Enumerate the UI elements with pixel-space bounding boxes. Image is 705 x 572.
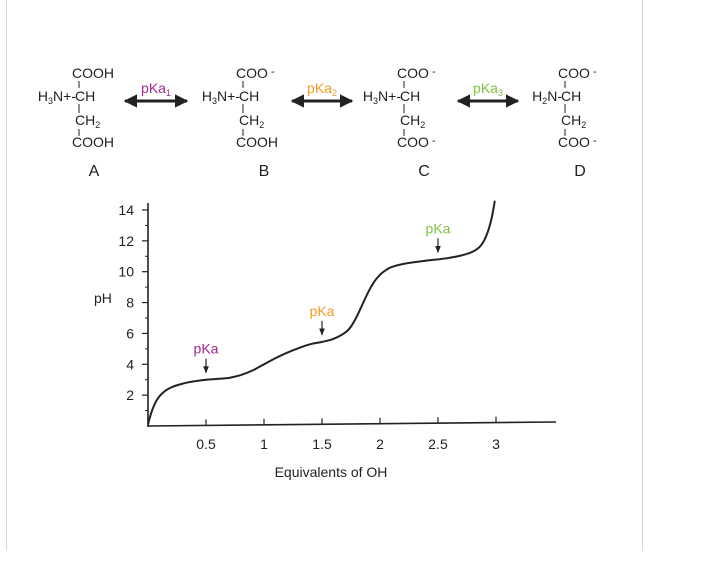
- species-c: COO - H3N+- CH CH2 COO - C: [363, 65, 436, 180]
- chart-curve: [147, 200, 496, 425]
- y-axis-label: pH: [94, 290, 112, 306]
- x-tick-label: 0.5: [196, 436, 216, 452]
- x-tick-label: 2: [376, 436, 384, 452]
- pka-label: pKa3: [473, 80, 503, 98]
- y-tick-label: 4: [126, 356, 134, 372]
- species-letter: C: [418, 163, 430, 180]
- alpha-carbon-label: CH: [239, 88, 259, 104]
- x-tick-label: 2.5: [428, 436, 448, 452]
- amino-group-label: H3N+-: [38, 88, 76, 106]
- chart-annotations: pKa pKa pKa: [194, 220, 451, 374]
- frame-right-line: [642, 0, 643, 551]
- top-group-label: COO -: [397, 65, 436, 81]
- y-tick-label: 14: [118, 202, 134, 218]
- frame-left-line: [6, 0, 7, 551]
- side-chain-label: CH2: [239, 112, 264, 130]
- equilibrium-1: pKa1: [123, 80, 189, 108]
- equilibria-row: pKa1 pKa2 pKa3: [123, 80, 520, 108]
- equilibrium-3: pKa3: [456, 80, 520, 108]
- bottom-group-label: COOH: [236, 134, 278, 150]
- y-tick-label: 8: [126, 295, 134, 311]
- bottom-group-label: COO -: [558, 134, 597, 150]
- side-chain-label: CH2: [75, 112, 100, 130]
- y-tick-label: 12: [118, 233, 134, 249]
- titration-curve: [147, 200, 496, 425]
- pka-label: pKa1: [141, 80, 171, 98]
- pka-annotation-2: pKa: [310, 303, 335, 336]
- species-d: COO - H2N- CH CH2 COO - D: [532, 65, 597, 180]
- species-a: COOH H3N+- CH CH2 COOH A: [38, 65, 114, 180]
- equilibrium-2: pKa2: [290, 80, 354, 108]
- alpha-carbon-label: CH: [561, 88, 581, 104]
- y-tick-label: 2: [126, 387, 134, 403]
- species-letter: B: [259, 163, 270, 180]
- bottom-group-label: COOH: [72, 134, 114, 150]
- side-chain-label: CH2: [561, 112, 586, 130]
- amino-group-label: H3N+-: [202, 88, 240, 106]
- alpha-carbon-label: CH: [75, 88, 95, 104]
- species-letter: D: [574, 163, 586, 180]
- chart-axes: [147, 203, 557, 427]
- pka-annotation-label: pKa: [426, 220, 451, 236]
- y-tick-label: 10: [118, 264, 134, 280]
- x-axis-line: [147, 421, 557, 427]
- y-tick-label: 6: [126, 325, 134, 341]
- pka-annotation-3: pKa: [426, 220, 451, 254]
- bottom-group-label: COO -: [397, 134, 436, 150]
- top-group-label: COO -: [236, 65, 275, 81]
- x-tick-label: 3: [492, 436, 500, 452]
- titration-chart: 2 4 6 8 10 12 14 0.5 1 1.5 2 2.5 3 pKa pKa pKa pH Equi…: [94, 200, 557, 480]
- x-tick-label: 1.5: [312, 436, 332, 452]
- chart-ticks: 2 4 6 8 10 12 14 0.5 1 1.5 2 2.5 3: [118, 202, 500, 452]
- amino-group-label: H2N-: [532, 88, 562, 106]
- amino-group-label: H3N+-: [363, 88, 401, 106]
- species-b: COO - H3N+- CH CH2 COOH B: [202, 65, 278, 180]
- side-chain-label: CH2: [400, 112, 425, 130]
- pka-annotation-label: pKa: [310, 303, 335, 319]
- species-letter: A: [89, 163, 100, 180]
- top-group-label: COOH: [72, 65, 114, 81]
- top-group-label: COO -: [558, 65, 597, 81]
- pka-annotation-1: pKa: [194, 341, 219, 374]
- x-tick-label: 1: [260, 436, 268, 452]
- pka-annotation-label: pKa: [194, 341, 219, 357]
- pka-label: pKa2: [307, 80, 337, 98]
- x-axis-label: Equivalents of OH: [275, 464, 388, 480]
- alpha-carbon-label: CH: [400, 88, 420, 104]
